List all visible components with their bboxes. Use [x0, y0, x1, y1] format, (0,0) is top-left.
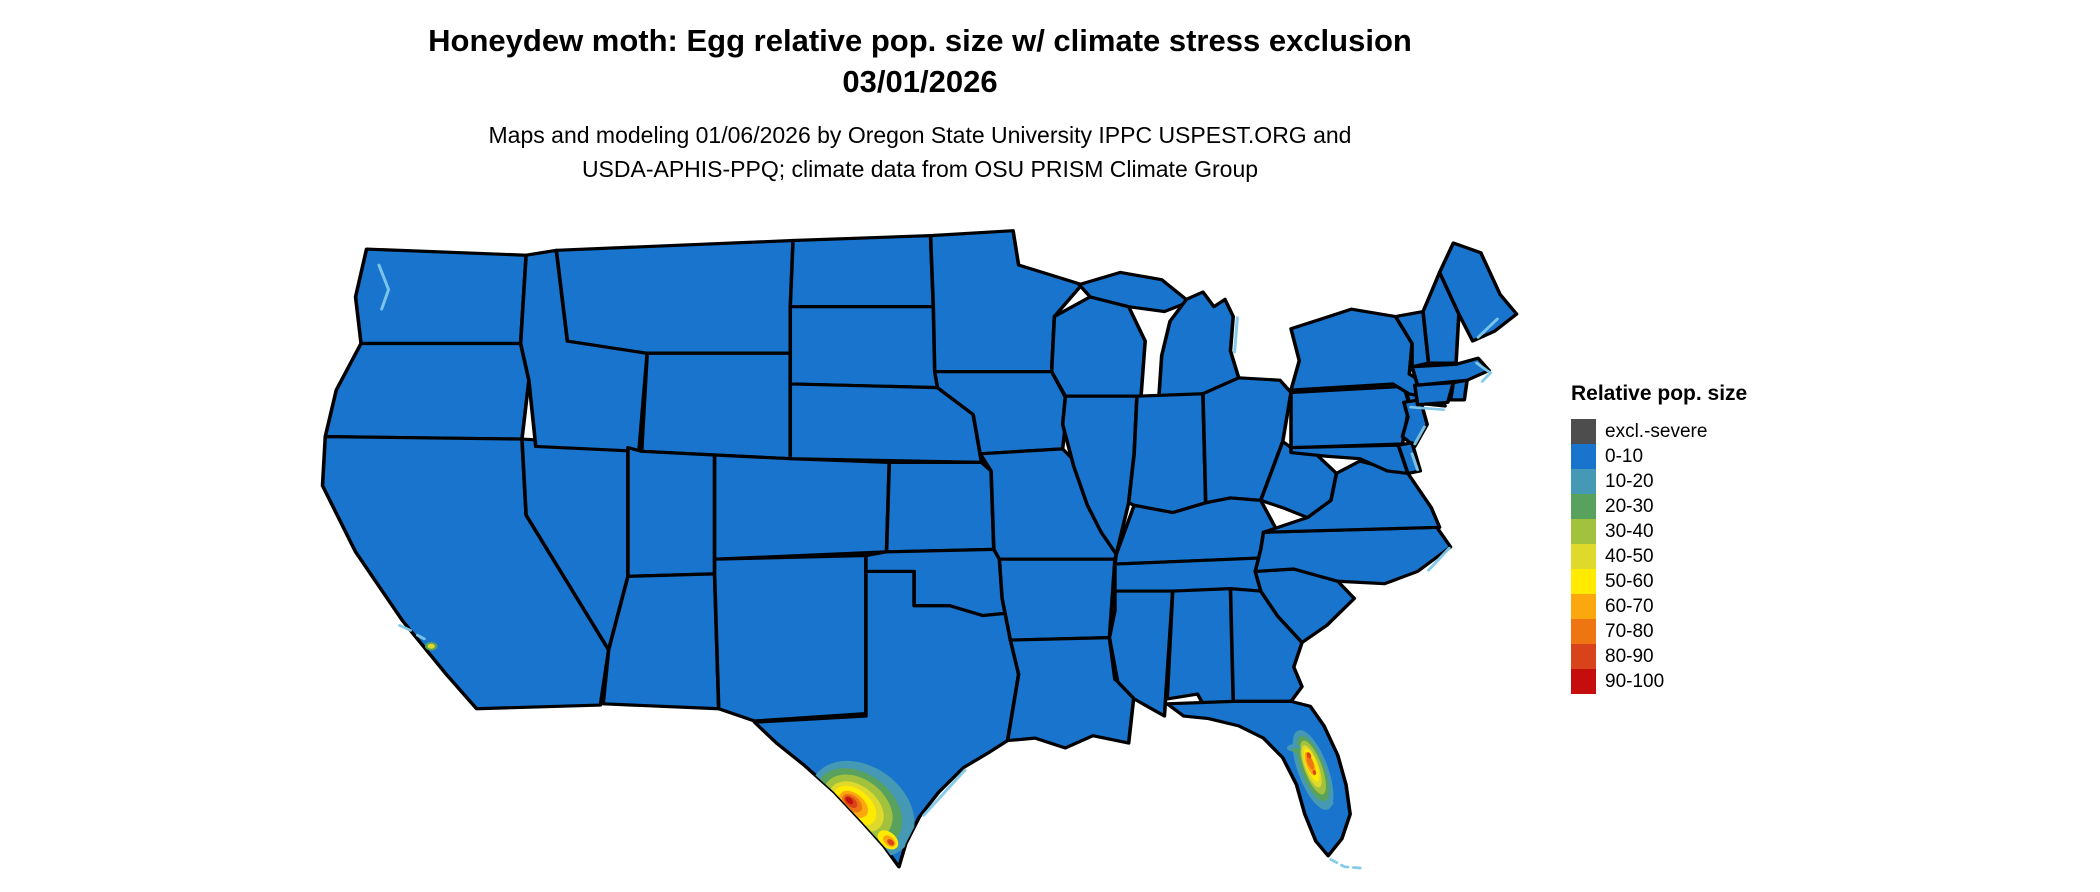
state-vermont	[1393, 310, 1431, 369]
state-washington	[353, 247, 528, 346]
legend-item-20-30: 20-30	[1571, 494, 1747, 519]
state-colorado	[712, 453, 892, 561]
state-north-dakota	[788, 234, 936, 309]
hotspot-ring	[1312, 770, 1317, 775]
hotspot-ring	[427, 643, 435, 649]
legend-label: 10-20	[1605, 470, 1654, 492]
legend-swatch	[1571, 569, 1596, 594]
state-indiana	[1126, 392, 1208, 515]
legend-items: excl.-severe 0-10 10-20 20-30 30-40 40-50 50-6…	[1571, 419, 1747, 694]
legend-label: 30-40	[1605, 520, 1654, 542]
legend-item-70-80: 70-80	[1571, 619, 1747, 644]
legend-swatch	[1571, 519, 1596, 544]
legend-swatch	[1571, 644, 1596, 669]
legend-label: 0-10	[1605, 445, 1644, 467]
state-new-mexico	[712, 553, 868, 723]
us-map-svg	[320, 229, 1519, 870]
legend-item-80-90: 80-90	[1571, 644, 1747, 669]
legend-item-40-50: 40-50	[1571, 544, 1747, 569]
subtitle-line-2: USDA-APHIS-PPQ; climate data from OSU PR…	[581, 156, 1259, 182]
hotspot-ring	[845, 797, 854, 805]
legend-label: 60-70	[1605, 595, 1654, 617]
legend-swatch	[1571, 444, 1596, 469]
legend-label: 80-90	[1605, 645, 1654, 667]
coastline-fringe-new-jersey	[1413, 425, 1426, 446]
hotspot-central-florida	[1286, 730, 1334, 810]
state-utah	[626, 446, 717, 578]
legend-item-60-70: 60-70	[1571, 594, 1747, 619]
hotspot-ring	[1306, 752, 1312, 759]
state-kansas	[884, 460, 996, 554]
coastline-fringe-lake-huron	[1233, 316, 1239, 354]
legend-swatch	[1571, 494, 1596, 519]
state-south-dakota	[788, 305, 940, 390]
state-arizona	[601, 572, 721, 711]
state-alabama	[1165, 587, 1241, 711]
coastline-fringe-channel-islands	[398, 624, 426, 641]
hotspot-ring	[887, 839, 895, 846]
states-layer	[320, 229, 1519, 869]
hotspot-ring	[1322, 800, 1334, 807]
state-texas	[752, 569, 1021, 869]
legend-item-30-40: 30-40	[1571, 519, 1747, 544]
coastline-fringe-puget-sound	[377, 263, 391, 311]
legend-item-50-60: 50-60	[1571, 569, 1747, 594]
state-north-carolina	[1253, 525, 1453, 586]
coastline-fringe-florida-keys	[1329, 858, 1363, 870]
hotspot-ring	[1306, 755, 1314, 770]
coastline-fringe-cape-cod	[1475, 361, 1493, 383]
hotspot-ring	[1292, 747, 1301, 753]
title-line-2: 03/01/2026	[842, 64, 998, 99]
legend-swatch	[1571, 594, 1596, 619]
page-subtitle: Maps and modeling 01/06/2026 by Oregon S…	[0, 118, 1840, 186]
legend-label: 40-50	[1605, 545, 1654, 567]
coastal-fringe-layer	[377, 263, 1499, 870]
legend-item-excl.-severe: excl.-severe	[1571, 419, 1747, 444]
legend-item-0-10: 0-10	[1571, 444, 1747, 469]
state-montana	[554, 238, 795, 355]
coastline-fringe-delmarva	[1410, 452, 1420, 472]
coastline-fringe-texas-coast	[922, 768, 967, 817]
state-michigan-upper-peninsula	[1077, 270, 1191, 314]
legend-label: excl.-severe	[1605, 420, 1708, 442]
legend-label: 20-30	[1605, 495, 1654, 517]
subtitle-line-1: Maps and modeling 01/06/2026 by Oregon S…	[488, 122, 1352, 148]
state-maine	[1437, 241, 1519, 343]
coastline-fringe-cape-hatteras	[1427, 546, 1451, 572]
legend-swatch	[1571, 544, 1596, 569]
state-wyoming	[639, 351, 793, 461]
state-wisconsin	[1049, 295, 1147, 398]
legend-swatch	[1571, 669, 1596, 694]
legend-title: Relative pop. size	[1571, 382, 1748, 405]
state-arkansas	[997, 557, 1117, 642]
state-pennsylvania	[1289, 384, 1412, 450]
page-title: Honeydew moth: Egg relative pop. size w/…	[0, 20, 1840, 102]
coastline-fringe-long-island	[1409, 405, 1446, 412]
map-legend: Relative pop. size excl.-severe 0-10 10-20…	[1571, 382, 1747, 694]
legend-item-90-100: 90-100	[1571, 669, 1747, 694]
legend-item-10-20: 10-20	[1571, 469, 1747, 494]
legend-label: 70-80	[1605, 620, 1654, 642]
legend-label: 90-100	[1605, 670, 1665, 692]
map-figure	[295, 216, 1540, 884]
legend-swatch	[1571, 419, 1596, 444]
title-line-1: Honeydew moth: Egg relative pop. size w/…	[428, 23, 1412, 58]
coastline-fringe-maine	[1476, 317, 1499, 339]
legend-label: 50-60	[1605, 570, 1654, 592]
hotspot-southern-california	[425, 641, 438, 651]
state-oregon	[323, 341, 531, 441]
legend-swatch	[1571, 469, 1596, 494]
legend-swatch	[1571, 619, 1596, 644]
